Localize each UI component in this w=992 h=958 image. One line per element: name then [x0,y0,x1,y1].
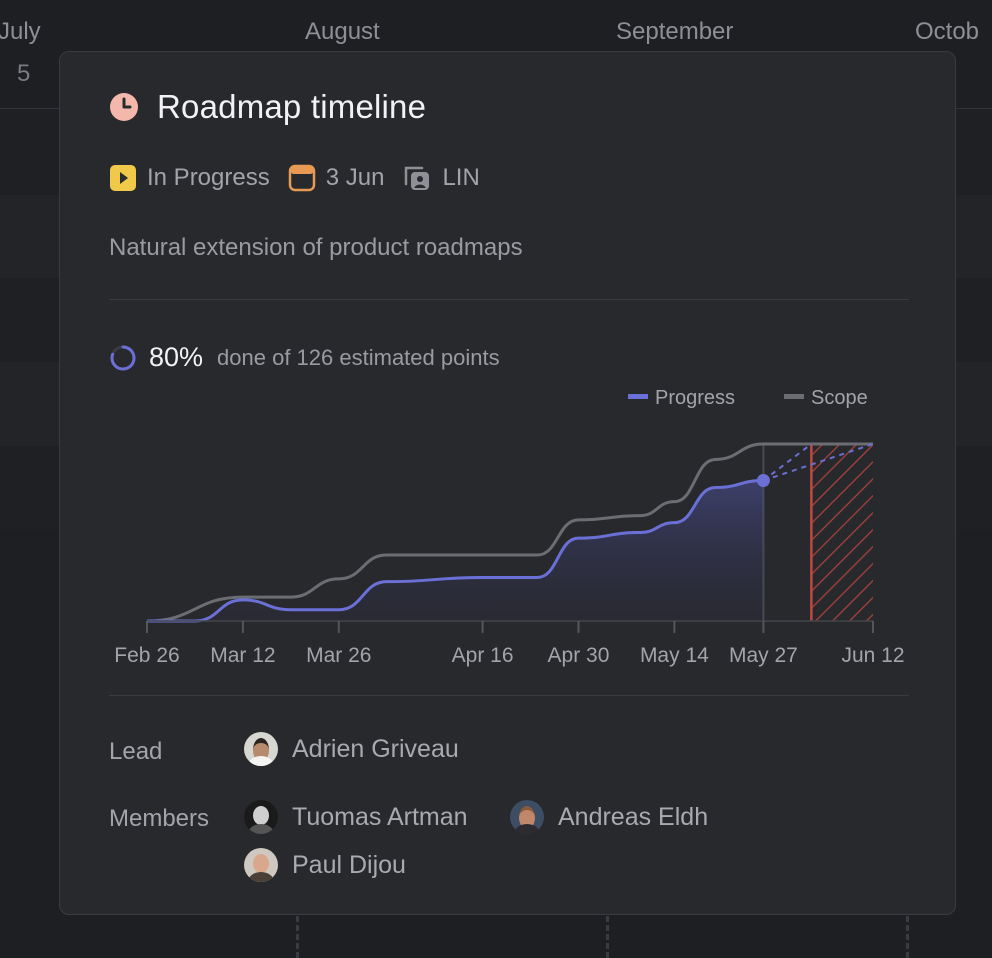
target-date[interactable]: 3 Jun [288,164,385,192]
x-tick-label: May 27 [729,644,798,667]
legend-label-progress: Progress [655,387,735,409]
progress-percent: 80% [149,342,204,372]
calendar-icon [288,164,315,192]
legend-swatch-scope [784,394,804,399]
avatar [244,732,278,766]
timeline-month-label: September [616,18,734,45]
status-badge[interactable]: In Progress [109,164,270,192]
timeline-gridline [296,916,299,958]
section-divider [109,299,909,300]
progress-description: done of 126 estimated points [217,344,500,370]
play-icon [110,165,136,191]
project-description: Natural extension of product roadmaps [109,234,523,261]
avatar [244,848,278,882]
lead-label: Lead [109,738,163,765]
progress-area [147,480,764,621]
progress-chart: Progress Scope Feb 26 Mar 12 Mar 26 Apr 16 A… [114,387,905,667]
current-progress-point [756,474,770,488]
member-person[interactable]: Andreas Eldh [510,800,708,834]
members-label: Members [109,805,210,832]
legend-label-scope: Scope [811,387,868,409]
member-person[interactable]: Tuomas Artman [244,800,468,834]
status-label: In Progress [147,164,270,191]
x-tick-label: Apr 30 [548,644,610,667]
x-tick-label: Apr 16 [452,644,514,667]
progress-line [147,479,764,623]
x-tick-label: Mar 12 [210,644,275,667]
target-date-label: 3 Jun [325,164,385,191]
timeline-gridline [906,916,909,958]
x-tick-label: May 14 [640,644,709,667]
team-label: LIN [442,164,480,191]
card-header: Roadmap timeline [109,88,426,126]
team-badge[interactable]: LIN [402,164,480,192]
chart-legend: Progress Scope [628,387,868,409]
avatar [510,800,544,834]
timeline-gridline [606,916,609,958]
legend-swatch-progress [628,394,648,399]
project-hover-card: Roadmap timeline In Progress 3 Jun L [59,51,956,915]
project-title: Roadmap timeline [157,88,427,125]
x-tick-label: Mar 26 [306,644,371,667]
project-meta: In Progress 3 Jun LIN [109,164,498,192]
x-tick-label: Jun 12 [841,644,904,667]
avatar [244,800,278,834]
timeline-day-label: 5 [17,60,31,87]
overdue-hatch-area [811,444,873,621]
projection-line [762,443,812,482]
lead-person[interactable]: Adrien Griveau [244,732,459,766]
person-name: Andreas Eldh [558,802,709,831]
timeline-month-label: July [0,18,41,45]
chart-x-axis: Feb 26 Mar 12 Mar 26 Apr 16 Apr 30 May 14 May … [114,620,905,667]
chart-plot-area [146,442,874,623]
section-divider [109,695,909,696]
timeline-month-label: Octob [915,18,980,45]
timeline-month-label: August [305,18,380,45]
member-person[interactable]: Paul Dijou [244,848,406,882]
progress-summary: 80% done of 126 estimated points [109,342,500,373]
person-name: Adrien Griveau [292,734,459,763]
team-icon [405,166,430,190]
clock-icon [110,93,138,121]
scope-line [146,442,873,623]
person-name: Paul Dijou [292,850,406,879]
person-name: Tuomas Artman [292,802,468,831]
progress-ring-icon [110,345,136,370]
x-tick-label: Feb 26 [114,644,179,667]
